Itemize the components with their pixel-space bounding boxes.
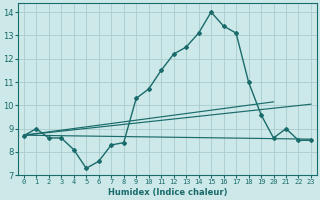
X-axis label: Humidex (Indice chaleur): Humidex (Indice chaleur) bbox=[108, 188, 227, 197]
